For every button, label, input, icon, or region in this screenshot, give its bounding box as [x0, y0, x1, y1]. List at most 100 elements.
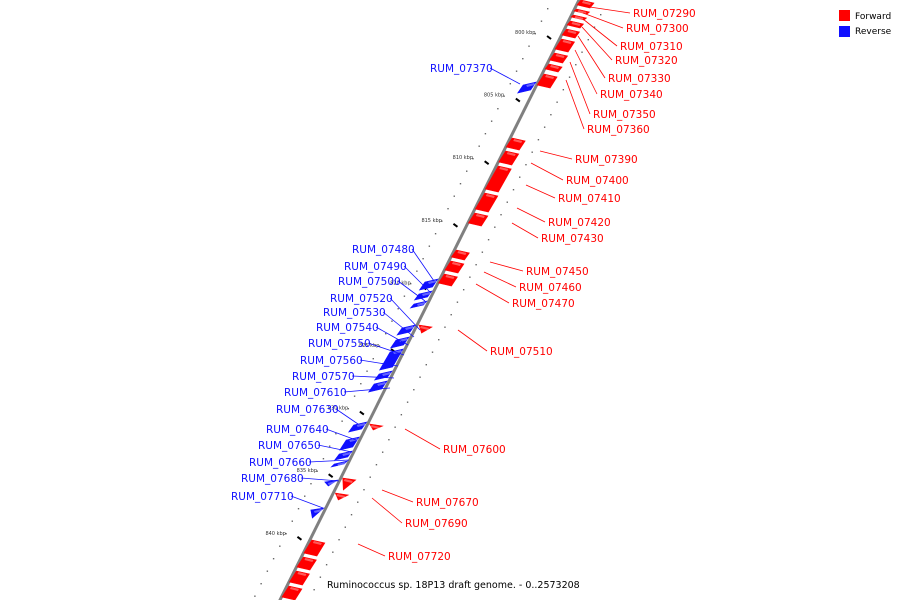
gene-label-rum-07470[interactable]: RUM_07470	[475, 283, 575, 310]
leader-line	[404, 428, 441, 450]
gene-label-rum-07610[interactable]: RUM_07610	[284, 387, 391, 399]
gene-feature	[474, 192, 499, 213]
gene-feature	[566, 20, 585, 29]
leader-line	[290, 495, 324, 509]
gene-name: RUM_07330	[608, 73, 671, 85]
gene-feature	[296, 556, 317, 571]
major-tick	[328, 473, 334, 479]
leader-line	[411, 248, 435, 282]
minor-tick	[325, 564, 328, 566]
leader-line	[335, 408, 359, 425]
gene-label-rum-07520[interactable]: RUM_07520	[330, 293, 421, 331]
leader-line	[343, 387, 391, 393]
gene-label-rum-07350[interactable]: RUM_07350	[569, 61, 656, 121]
minor-tick	[366, 370, 368, 372]
gene-label-rum-07550[interactable]: RUM_07550	[308, 338, 405, 356]
minor-tick	[375, 464, 378, 466]
gene-label-rum-07480[interactable]: RUM_07480	[352, 244, 435, 282]
gene-label-rum-07360[interactable]: RUM_07360	[565, 79, 650, 136]
leader-line	[489, 67, 521, 85]
gene-label-rum-07540[interactable]: RUM_07540	[316, 322, 409, 346]
gene-label-rum-07310[interactable]: RUM_07310	[582, 18, 683, 53]
minor-tick	[478, 145, 480, 147]
gene-label-rum-07430[interactable]: RUM_07430	[511, 222, 604, 245]
gene-label-rum-07690[interactable]: RUM_07690	[371, 497, 468, 530]
gene-label-rum-07290[interactable]: RUM_07290	[582, 5, 696, 20]
gene-label-rum-07320[interactable]: RUM_07320	[581, 26, 678, 67]
gene-label-rum-07510[interactable]: RUM_07510	[457, 329, 553, 358]
gene-label-rum-07330[interactable]: RUM_07330	[577, 35, 671, 85]
minor-tick	[310, 483, 312, 485]
minor-tick	[453, 195, 455, 197]
gene-label-rum-07490[interactable]: RUM_07490	[344, 261, 431, 293]
gene-label-rum-07710[interactable]: RUM_07710	[231, 491, 324, 509]
gene-name: RUM_07640	[266, 424, 329, 436]
minor-tick	[434, 233, 437, 235]
minor-tick	[494, 226, 496, 228]
gene-label-rum-07450[interactable]: RUM_07450	[489, 261, 589, 278]
gene-feature	[288, 570, 310, 586]
minor-tick	[487, 239, 490, 241]
gene-features	[281, 0, 595, 600]
leader-line	[381, 489, 414, 503]
gene-label-rum-07400[interactable]: RUM_07400	[530, 162, 629, 187]
minor-tick	[600, 14, 602, 16]
gene-feature	[339, 436, 360, 451]
leader-line	[317, 444, 353, 453]
leader-line	[582, 5, 631, 14]
gene-label-rum-07420[interactable]: RUM_07420	[516, 207, 611, 229]
leader-line	[516, 207, 546, 223]
gene-name: RUM_07470	[512, 298, 575, 310]
gene-label-rum-07670[interactable]: RUM_07670	[381, 489, 479, 509]
gene-label-rum-07560[interactable]: RUM_07560	[300, 355, 399, 367]
gene-name: RUM_07500	[338, 276, 401, 288]
gene-label-rum-07570[interactable]: RUM_07570	[292, 371, 395, 383]
gene-label-rum-07370[interactable]: RUM_07370	[430, 63, 521, 85]
minor-tick	[297, 508, 300, 510]
minor-tick	[543, 126, 546, 128]
leader-line	[539, 150, 573, 160]
gene-name: RUM_07610	[284, 387, 347, 399]
gene-feature	[378, 348, 404, 371]
gene-feature	[310, 507, 325, 519]
leader-line	[397, 280, 426, 302]
minor-tick	[260, 583, 262, 585]
gene-label-rum-07500[interactable]: RUM_07500	[338, 276, 426, 302]
gene-label-rum-07340[interactable]: RUM_07340	[574, 49, 663, 101]
minor-tick	[481, 251, 484, 253]
scale-tick-label: 815 kbp	[421, 218, 441, 224]
gene-name: RUM_07670	[416, 497, 479, 509]
gene-label-rum-07530[interactable]: RUM_07530	[323, 307, 415, 338]
scale-tick-label: 830 kbp	[328, 406, 348, 412]
minor-tick	[266, 570, 269, 572]
minor-tick	[438, 339, 440, 341]
gene-feature	[450, 249, 470, 261]
scale-tick-label: 835 kbp	[297, 468, 317, 474]
gene-label-rum-07720[interactable]: RUM_07720	[357, 543, 451, 563]
gene-label-rum-07650[interactable]: RUM_07650	[258, 440, 353, 453]
gene-feature	[573, 8, 591, 15]
gene-label-rum-07640[interactable]: RUM_07640	[266, 424, 357, 441]
major-tick	[515, 97, 521, 103]
gene-label-rum-07300[interactable]: RUM_07300	[582, 12, 689, 35]
gene-name: RUM_07550	[308, 338, 371, 350]
gene-feature	[373, 370, 393, 381]
gene-label-rum-07390[interactable]: RUM_07390	[539, 150, 638, 166]
scale-tick-label: 800 kbp	[515, 30, 535, 36]
gene-feature	[330, 460, 349, 468]
minor-tick	[500, 214, 502, 216]
gene-feature	[347, 421, 368, 433]
minor-tick	[540, 20, 543, 22]
gene-label-rum-07410[interactable]: RUM_07410	[525, 184, 621, 205]
minor-tick	[363, 489, 365, 491]
gene-feature	[413, 290, 433, 301]
gene-label-rum-07660[interactable]: RUM_07660	[249, 457, 350, 469]
gene-label-rum-07460[interactable]: RUM_07460	[483, 271, 582, 294]
gene-label-rum-07680[interactable]: RUM_07680	[241, 473, 340, 485]
legend-reverse-label: Reverse	[855, 27, 892, 37]
minor-tick	[556, 101, 558, 103]
gene-label-rum-07600[interactable]: RUM_07600	[404, 428, 506, 456]
gene-label-rum-07630[interactable]: RUM_07630	[276, 404, 359, 425]
gene-feature	[334, 450, 353, 461]
